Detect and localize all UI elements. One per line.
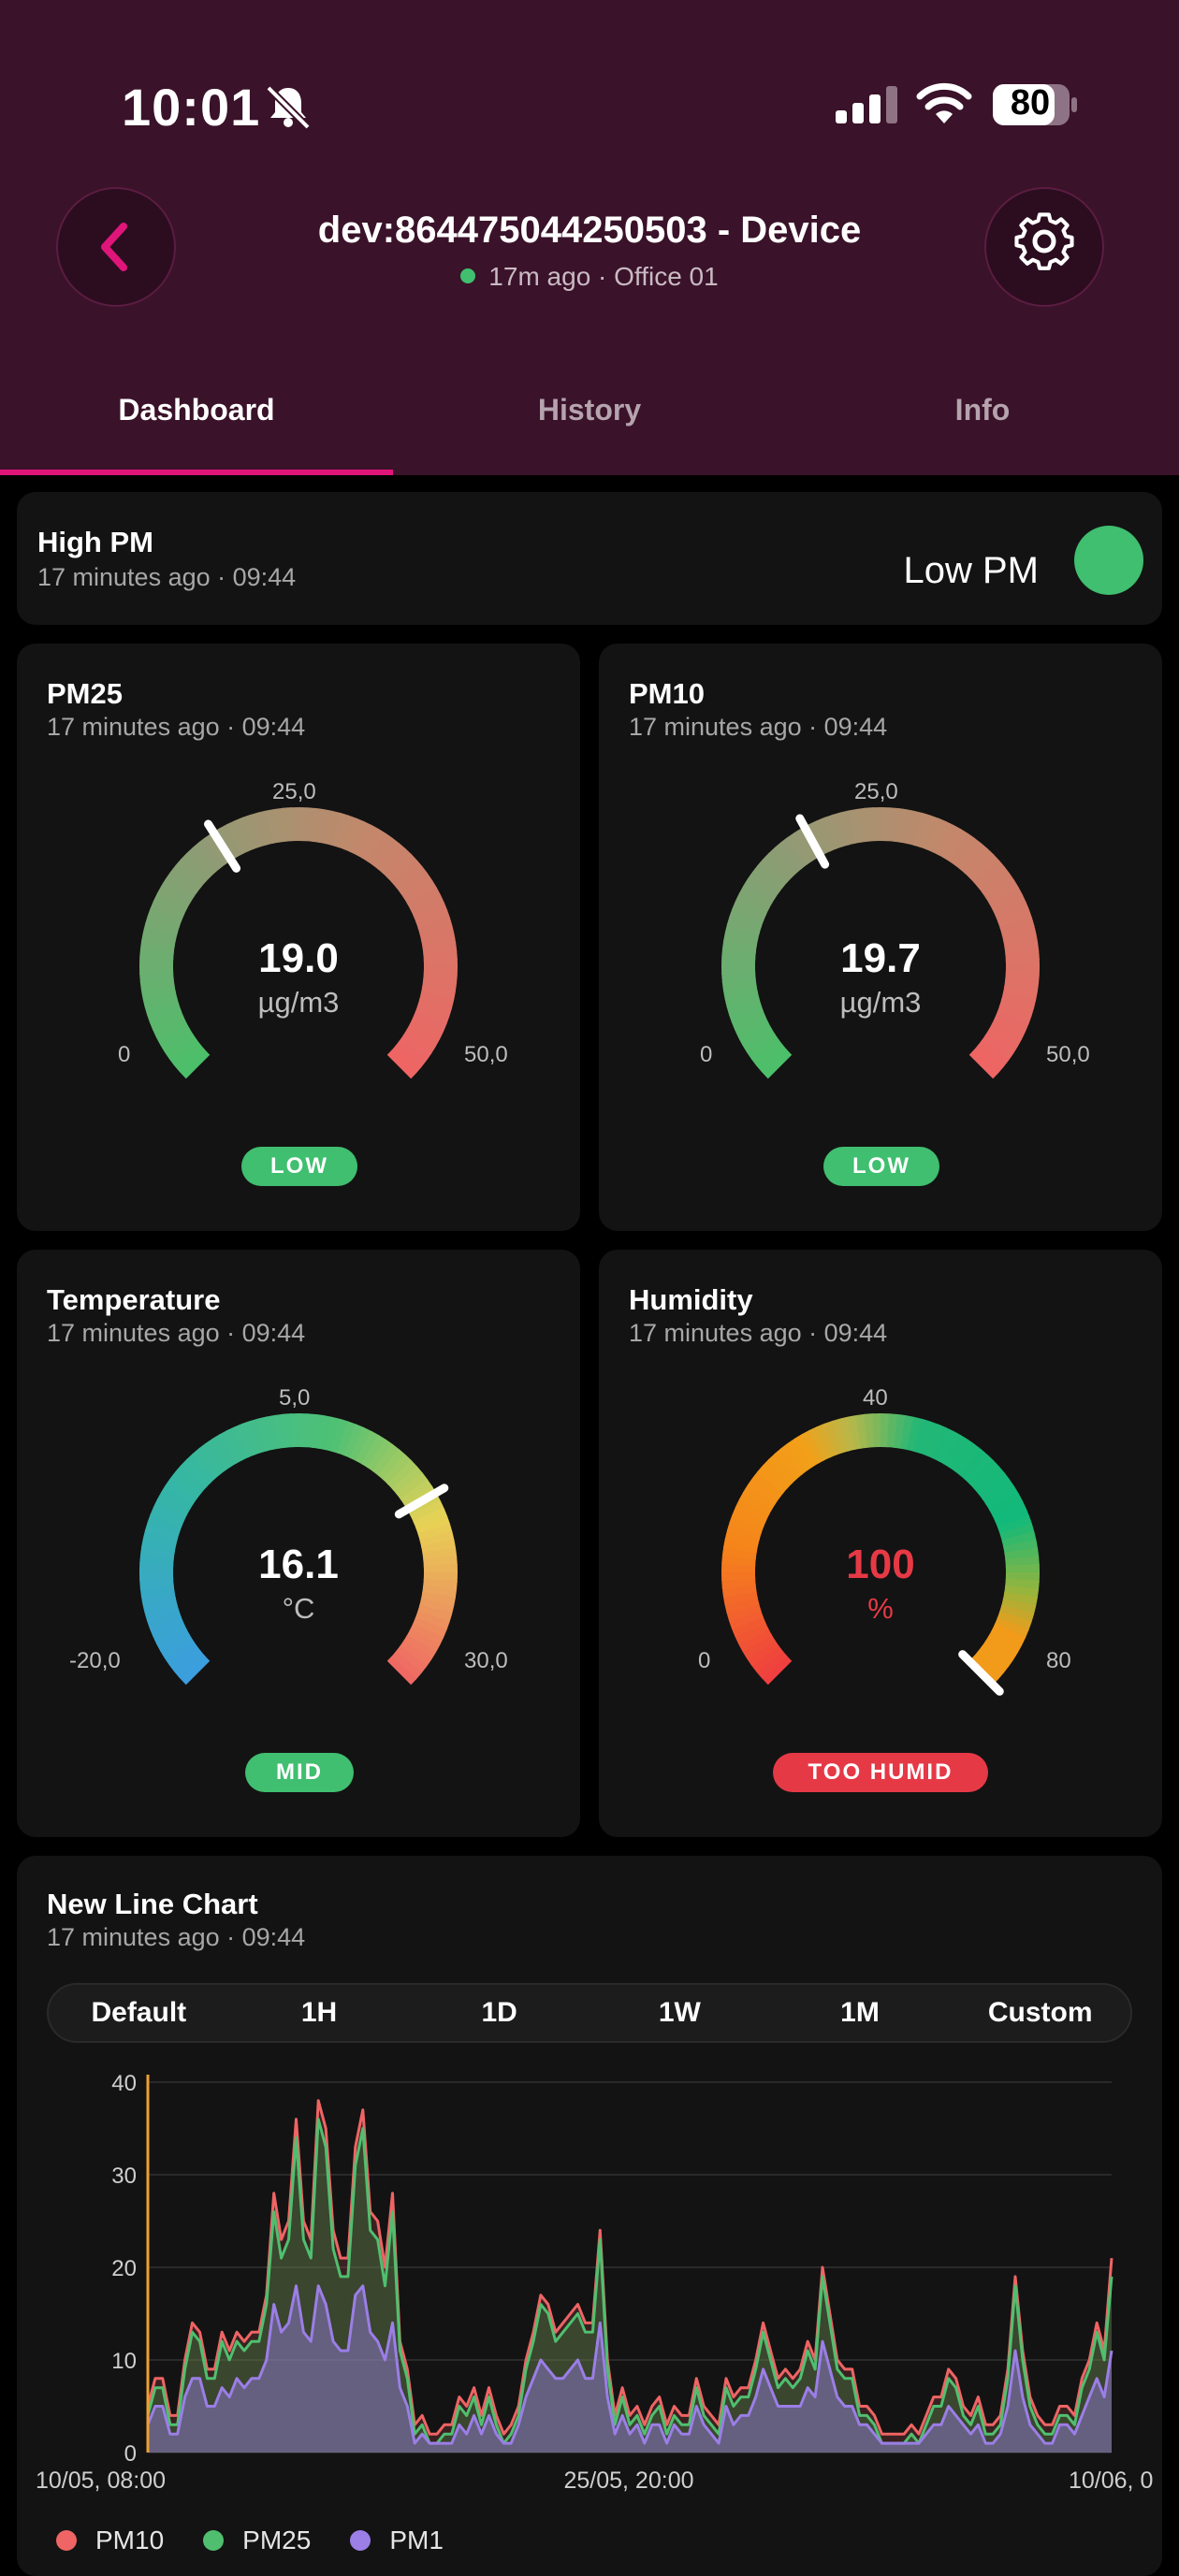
tab-bar: Dashboard History Info bbox=[0, 374, 1179, 475]
tab-dashboard[interactable]: Dashboard bbox=[0, 374, 393, 475]
gauge-status-badge: MID bbox=[245, 1753, 354, 1792]
tab-info[interactable]: Info bbox=[786, 374, 1179, 475]
legend-label-pm1: PM1 bbox=[389, 2525, 444, 2555]
gauge-max-label: 50,0 bbox=[1046, 1042, 1090, 1068]
alert-title: High PM bbox=[37, 526, 153, 559]
wifi-icon bbox=[915, 80, 973, 125]
legend-label-pm25: PM25 bbox=[242, 2525, 311, 2555]
range-1m[interactable]: 1M bbox=[770, 1985, 951, 2041]
gauge-min-label: 0 bbox=[698, 1648, 710, 1674]
time-range-selector: Default 1H 1D 1W 1M Custom bbox=[47, 1983, 1132, 2043]
pm10-gauge-card[interactable]: PM10 17 minutes ago · 09:44 25,0 0 50,0 … bbox=[599, 644, 1162, 1231]
cellular-signal-icon bbox=[836, 86, 901, 123]
alert-state-label: Low PM bbox=[904, 550, 1040, 592]
gauge-max-label: 30,0 bbox=[464, 1648, 508, 1674]
gauge-unit: % bbox=[590, 1592, 1171, 1626]
gauge-arc-segment bbox=[399, 1668, 403, 1673]
gauge-max-label: 50,0 bbox=[464, 1042, 508, 1068]
legend-item-pm10[interactable]: PM10 bbox=[56, 2525, 164, 2555]
gauge-value: 19.0 bbox=[8, 935, 589, 982]
legend-dot-pm25 bbox=[203, 2530, 224, 2551]
gauge-arc-segment bbox=[399, 1062, 403, 1067]
status-time: 10:01 bbox=[122, 77, 260, 137]
gauge-value: 19.7 bbox=[590, 935, 1171, 982]
legend-item-pm25[interactable]: PM25 bbox=[203, 2525, 311, 2555]
gauge-min-label: 0 bbox=[118, 1042, 130, 1068]
active-tab-indicator bbox=[0, 470, 393, 475]
app-header: 10:01 80 dev:864475044250503 bbox=[0, 0, 1179, 475]
legend-label-pm10: PM10 bbox=[95, 2525, 164, 2555]
gauge-mid-label: 40 bbox=[863, 1385, 888, 1411]
gauge-status-badge: LOW bbox=[823, 1147, 939, 1186]
legend-item-pm1[interactable]: PM1 bbox=[350, 2525, 444, 2555]
gauge-status-badge: TOO HUMID bbox=[773, 1753, 988, 1792]
gauge-arc-segment bbox=[981, 1062, 985, 1067]
gauge-value: 100 bbox=[590, 1541, 1171, 1588]
tab-history[interactable]: History bbox=[393, 374, 786, 475]
battery-level: 80 bbox=[996, 83, 1065, 123]
gauge-min-label: 0 bbox=[700, 1042, 712, 1068]
gauge-status-badge: LOW bbox=[241, 1147, 357, 1186]
gauge-value: 16.1 bbox=[8, 1541, 589, 1588]
gauge-unit: µg/m3 bbox=[590, 986, 1171, 1020]
range-default[interactable]: Default bbox=[49, 1985, 229, 2041]
gauge-mid-label: 25,0 bbox=[272, 779, 316, 805]
pm25-gauge-card[interactable]: PM25 17 minutes ago · 09:44 25,0 0 50,0 … bbox=[17, 644, 580, 1231]
legend-dot-pm1 bbox=[350, 2530, 371, 2551]
range-custom[interactable]: Custom bbox=[950, 1985, 1130, 2041]
legend-dot-pm10 bbox=[56, 2530, 77, 2551]
humidity-gauge-card[interactable]: Humidity 17 minutes ago · 09:44 40 0 80 … bbox=[599, 1250, 1162, 1837]
chart-legend: PM10 PM25 PM1 bbox=[56, 2525, 483, 2555]
range-1w[interactable]: 1W bbox=[590, 1985, 770, 2041]
device-title: dev:864475044250503 - Device bbox=[0, 210, 1179, 252]
online-status-dot bbox=[460, 268, 475, 283]
gauge-unit: µg/m3 bbox=[8, 986, 589, 1020]
gauge-unit: °C bbox=[8, 1592, 589, 1626]
gauge-mid-label: 25,0 bbox=[854, 779, 898, 805]
device-subtitle: 17m ago · Office 01 bbox=[0, 262, 1179, 292]
range-1h[interactable]: 1H bbox=[229, 1985, 410, 2041]
bell-muted-icon bbox=[265, 84, 312, 129]
chart-card-title: New Line Chart bbox=[47, 1888, 258, 1921]
chart-card-time: 17 minutes ago · 09:44 bbox=[47, 1923, 305, 1952]
pm-alert-card[interactable]: High PM 17 minutes ago · 09:44 Low PM bbox=[17, 492, 1162, 625]
range-1d[interactable]: 1D bbox=[409, 1985, 590, 2041]
gauge-max-label: 80 bbox=[1046, 1648, 1071, 1674]
last-seen-text: 17m ago · Office 01 bbox=[488, 262, 718, 291]
alert-time: 17 minutes ago · 09:44 bbox=[37, 563, 296, 592]
gauge-min-label: -20,0 bbox=[69, 1648, 121, 1674]
line-chart-card: New Line Chart 17 minutes ago · 09:44 bbox=[17, 1856, 1162, 2576]
gauge-mid-label: 5,0 bbox=[279, 1385, 310, 1411]
temperature-gauge-card[interactable]: Temperature 17 minutes ago · 09:44 5,0 -… bbox=[17, 1250, 580, 1837]
alert-state-indicator bbox=[1074, 526, 1143, 595]
